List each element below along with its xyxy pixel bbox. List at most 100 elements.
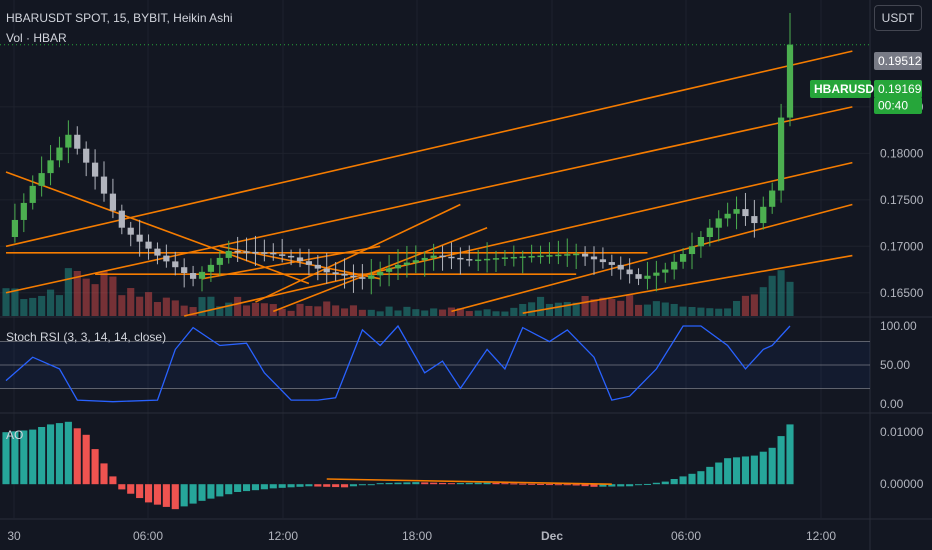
- volume-bar: [643, 304, 652, 316]
- ao-bar: [777, 436, 785, 485]
- ao-bar: [759, 451, 767, 485]
- ao-bar: [118, 484, 126, 490]
- volume-bar: [483, 309, 491, 316]
- volume-bar: [278, 308, 286, 316]
- candle-body: [439, 255, 446, 258]
- candle-body: [252, 251, 259, 254]
- ao-bar: [171, 484, 179, 510]
- ao-bar: [438, 482, 447, 485]
- ao-bar: [198, 484, 206, 501]
- volume-bar: [162, 297, 170, 316]
- trendline: [184, 161, 853, 317]
- ao-bar: [697, 471, 705, 485]
- ao-bar: [260, 484, 268, 490]
- volume-bar: [269, 304, 277, 316]
- price-tick-label: 0.17000: [880, 239, 924, 253]
- candles: [0, 13, 870, 295]
- candle-body: [475, 259, 482, 262]
- volume-bar: [260, 303, 268, 316]
- ao-bar: [608, 484, 616, 487]
- ao-bar: [332, 484, 340, 488]
- ao-bar: [20, 430, 28, 485]
- candle-body: [564, 254, 571, 256]
- currency-button[interactable]: USDT: [874, 5, 922, 31]
- candle-body: [38, 173, 45, 186]
- trendline: [451, 203, 853, 313]
- ao-bar: [91, 449, 99, 485]
- candle-body: [181, 267, 188, 274]
- candle-body: [65, 134, 72, 148]
- volume-bar: [64, 268, 72, 316]
- volume-bars: [2, 268, 794, 316]
- ao-bar: [456, 483, 464, 485]
- volume-bar: [430, 308, 438, 316]
- volume-bar: [136, 296, 144, 316]
- volume-legend[interactable]: Vol · HBAR: [6, 31, 67, 45]
- volume-bar: [29, 297, 37, 316]
- ao-bar: [554, 484, 562, 486]
- candle-body: [412, 260, 419, 263]
- volume-bar: [626, 295, 634, 316]
- candle-body: [359, 277, 366, 279]
- candle-body: [279, 254, 286, 256]
- ao-bar: [207, 484, 215, 499]
- symbol-legend[interactable]: HBARUSDT SPOT, 15, BYBIT, Heikin Ashi: [6, 11, 233, 25]
- time-tick-label: 06:00: [133, 529, 163, 543]
- ao-bar: [305, 484, 313, 487]
- ao-bar: [296, 484, 304, 487]
- rsi-tick-label: 100.00: [880, 319, 917, 333]
- time-tick-label: 12:00: [268, 529, 298, 543]
- candle-body: [234, 250, 241, 253]
- volume-bar: [581, 295, 589, 316]
- ao-bar: [536, 483, 545, 485]
- volume-bar: [385, 306, 393, 316]
- ao-panel: [2, 421, 794, 510]
- countdown-badge-bg: [874, 97, 922, 114]
- volume-bar: [715, 308, 723, 316]
- volume-bar: [447, 307, 456, 316]
- price-tick-label: 0.17500: [880, 193, 924, 207]
- ao-bar: [679, 476, 687, 485]
- candle-body: [385, 268, 393, 272]
- candle-body: [341, 273, 348, 276]
- volume-bar: [153, 302, 162, 316]
- volume-bar: [617, 300, 625, 316]
- volume-bar: [216, 306, 224, 316]
- stoch-rsi-legend[interactable]: Stoch RSI (3, 3, 14, 14, close): [6, 330, 167, 344]
- ao-bar: [510, 483, 518, 485]
- ao-bar: [465, 482, 473, 485]
- ao-bar: [46, 424, 55, 485]
- candle-body: [377, 271, 384, 276]
- rsi-tick-label: 50.00: [880, 358, 910, 372]
- ao-bar: [768, 447, 776, 485]
- candle-body: [608, 262, 615, 265]
- ao-bar: [617, 484, 625, 487]
- trendline: [5, 50, 853, 248]
- ao-bar: [144, 484, 153, 503]
- volume-bar: [599, 297, 607, 316]
- price-tick-label: 0.18000: [880, 146, 924, 160]
- trendlines[interactable]: [5, 50, 853, 317]
- volume-bar: [724, 308, 732, 316]
- candle-body: [323, 268, 330, 273]
- volume-bar: [706, 308, 714, 316]
- candle-body: [109, 193, 117, 211]
- volume-bar: [127, 288, 135, 316]
- volume-bar: [376, 311, 384, 316]
- volume-bar: [519, 303, 527, 316]
- volume-bar: [652, 301, 660, 316]
- high-price-badge-bg: [874, 52, 922, 70]
- time-tick-label: 12:00: [806, 529, 836, 543]
- ao-tick-label: 0.00000: [880, 477, 924, 491]
- candle-body: [679, 254, 687, 262]
- symbol-badge-bg: [810, 80, 871, 98]
- volume-bar: [563, 302, 571, 316]
- ao-bar: [545, 484, 554, 486]
- candle-body: [287, 255, 295, 258]
- volume-bar: [421, 310, 429, 316]
- candle-body: [127, 227, 134, 235]
- ao-legend[interactable]: AO: [6, 428, 24, 442]
- candle-body: [118, 210, 125, 228]
- volume-bar: [171, 300, 179, 316]
